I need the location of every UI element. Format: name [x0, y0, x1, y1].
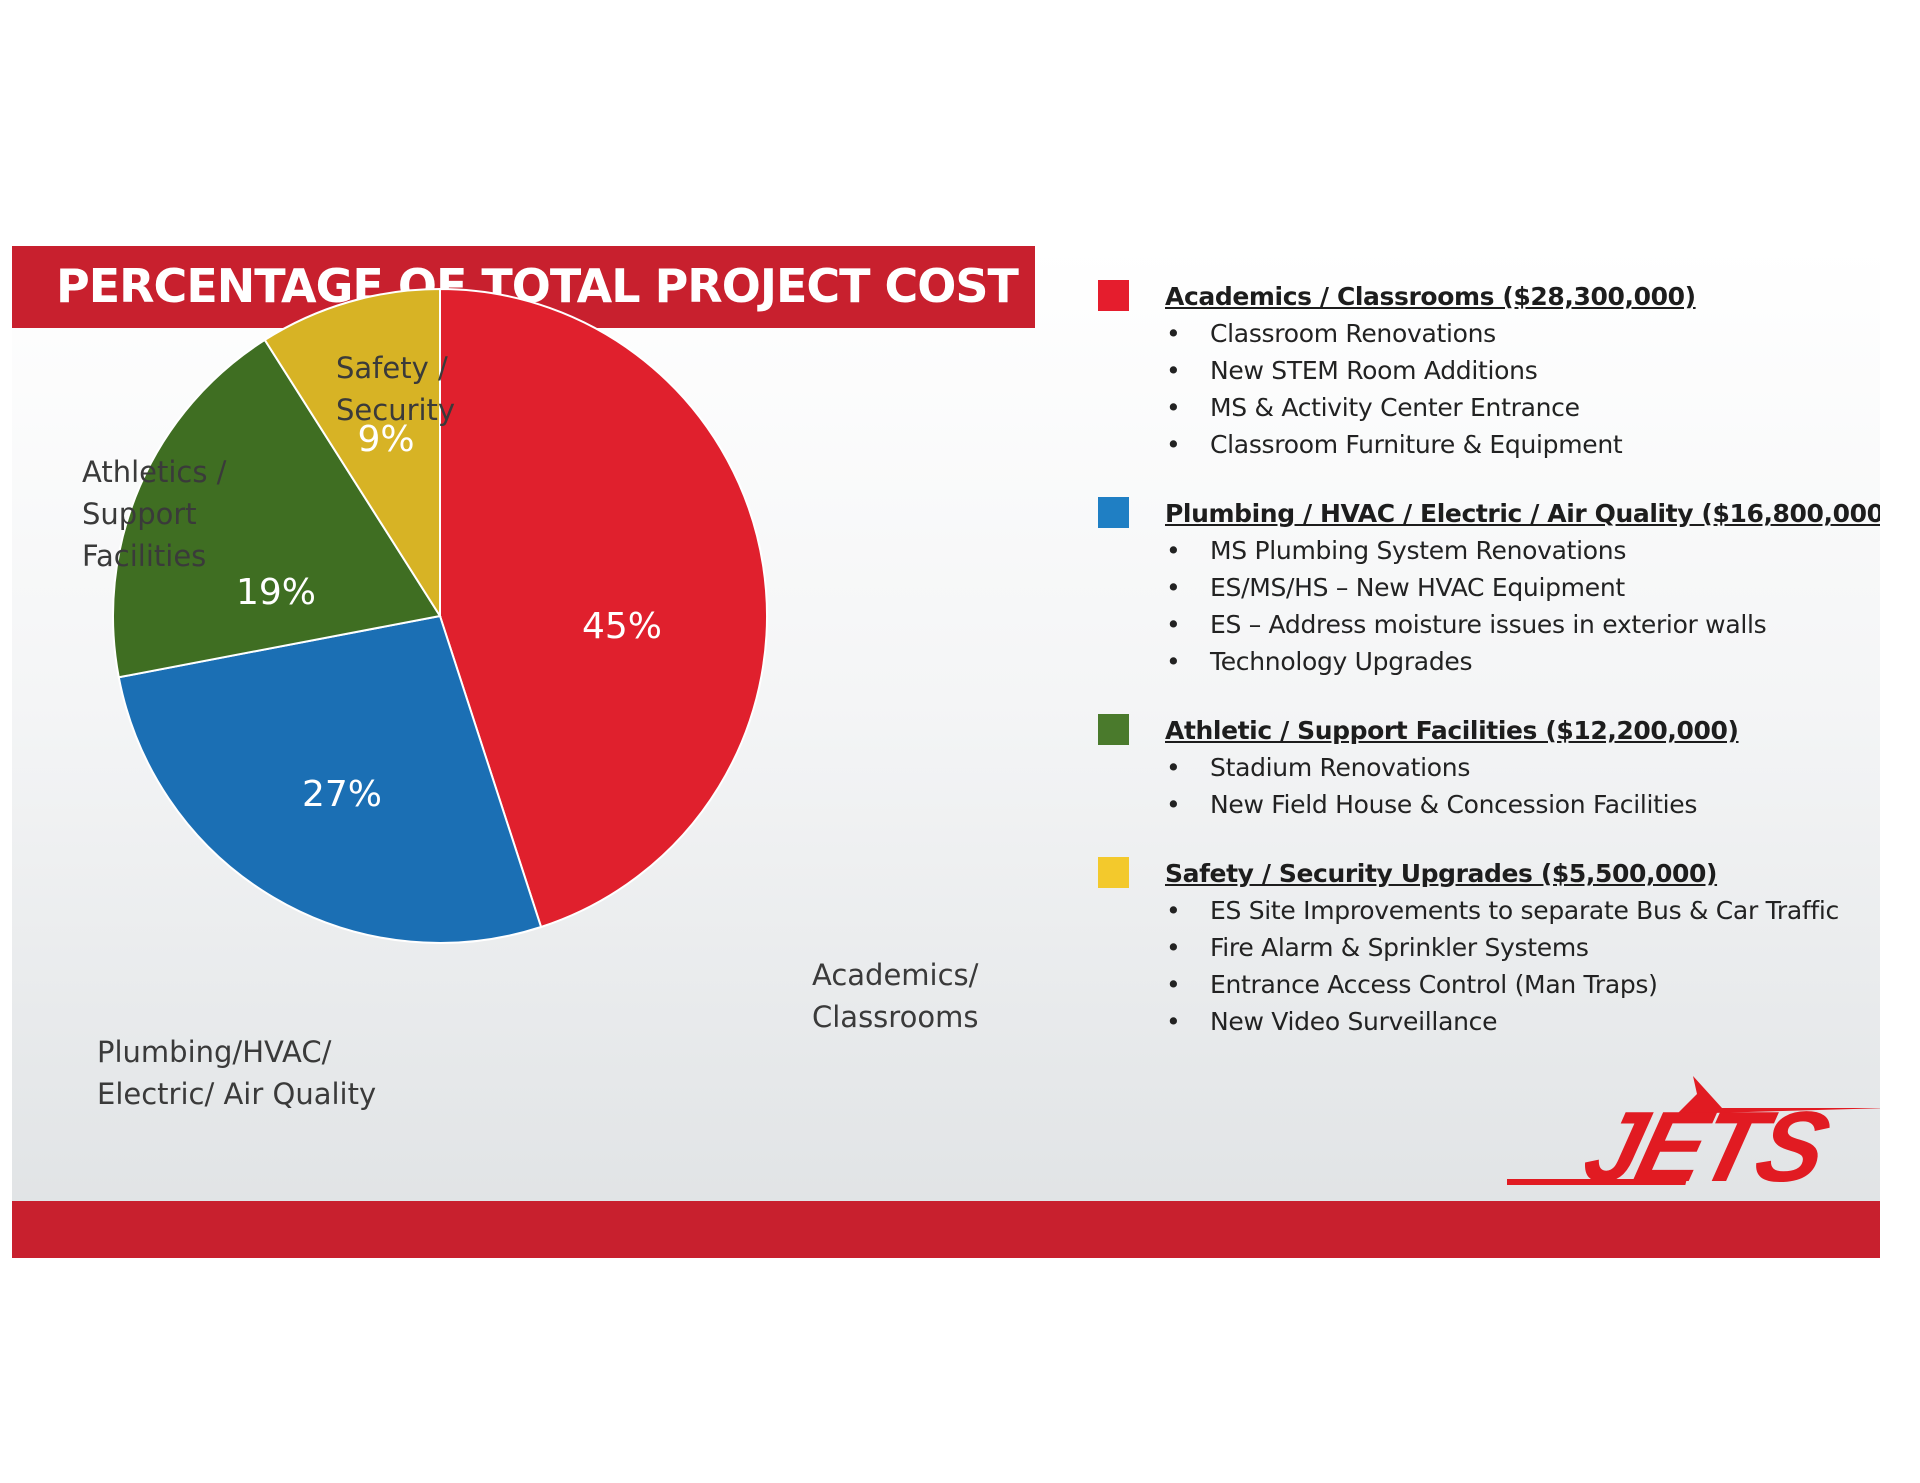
pie-chart: 45% Academics/Classrooms 27% Plumbing/HVAC/… [82, 287, 979, 1111]
legend-item: MS Plumbing System Renovations [1166, 532, 1875, 569]
slice-value-label-safety: 9% [357, 419, 414, 460]
logo-swoosh [1677, 1076, 1880, 1114]
legend-heading-academics: Academics / Classrooms ($28,300,000) [1165, 282, 1696, 311]
legend-list-plumbing: MS Plumbing System Renovations ES/MS/HS … [1085, 532, 1875, 680]
legend-item: ES/MS/HS – New HVAC Equipment [1166, 569, 1875, 606]
legend-item: Entrance Access Control (Man Traps) [1166, 966, 1875, 1003]
footer-banner [12, 1201, 1880, 1258]
pie-slice-athletics [112, 338, 442, 679]
category-label-athletics: Athletics / Support Facilities [82, 455, 227, 573]
slice-value-label-academics: 45% [582, 606, 662, 647]
pie-slice-safety [263, 287, 441, 620]
legend-item: Stadium Renovations [1166, 749, 1875, 786]
pie-slice-academics [439, 287, 768, 929]
legend-swatch-safety [1098, 857, 1129, 888]
category-label-academics: Academics/Classrooms [812, 958, 979, 1034]
category-label-plumbing: Plumbing/HVAC/Electric/ Air Quality [97, 1035, 376, 1111]
legend-group-plumbing: Plumbing / HVAC / Electric / Air Quality… [1085, 495, 1880, 680]
legend: Academics / Classrooms ($28,300,000) Cla… [1085, 278, 1880, 1040]
legend-item: ES Site Improvements to separate Bus & C… [1166, 892, 1875, 929]
category-label-safety: Safety / Security [336, 351, 455, 427]
legend-heading-athletics: Athletic / Support Facilities ($12,200,0… [1165, 716, 1739, 745]
legend-group-academics: Academics / Classrooms ($28,300,000) Cla… [1085, 278, 1875, 463]
legend-list-academics: Classroom Renovations New STEM Room Addi… [1085, 315, 1875, 463]
legend-item: Technology Upgrades [1166, 643, 1875, 680]
legend-item: Fire Alarm & Sprinkler Systems [1166, 929, 1875, 966]
legend-list-safety: ES Site Improvements to separate Bus & C… [1085, 892, 1875, 1040]
legend-group-safety: Safety / Security Upgrades ($5,500,000) … [1085, 855, 1875, 1040]
legend-swatch-academics [1098, 280, 1129, 311]
pie-slice-plumbing [117, 614, 543, 944]
legend-heading-safety: Safety / Security Upgrades ($5,500,000) [1165, 859, 1718, 888]
legend-list-athletics: Stadium Renovations New Field House & Co… [1085, 749, 1875, 823]
slice-value-label-plumbing: 27% [302, 774, 382, 815]
legend-item: MS & Activity Center Entrance [1166, 389, 1875, 426]
logo-underline [1507, 1179, 1687, 1185]
legend-item: Classroom Furniture & Equipment [1166, 426, 1875, 463]
slice-value-label-athletics: 19% [236, 572, 316, 613]
legend-item: New STEM Room Additions [1166, 352, 1875, 389]
legend-item: ES – Address moisture issues in exterior… [1166, 606, 1875, 643]
logo-wordmark: JETS [1574, 1090, 1839, 1196]
legend-heading-plumbing: Plumbing / HVAC / Electric / Air Quality… [1165, 499, 1880, 528]
legend-item: Classroom Renovations [1166, 315, 1875, 352]
legend-item: New Field House & Concession Facilities [1166, 786, 1875, 823]
legend-item: New Video Surveillance [1166, 1003, 1875, 1040]
legend-swatch-plumbing [1098, 497, 1129, 528]
legend-group-athletics: Athletic / Support Facilities ($12,200,0… [1085, 712, 1875, 823]
jets-logo: JETS [1507, 1076, 1880, 1196]
legend-swatch-athletics [1098, 714, 1129, 745]
slide: PERCENTAGE OF TOTAL PROJECT COST 45% Acad… [12, 246, 1880, 1258]
title-banner: PERCENTAGE OF TOTAL PROJECT COST [12, 246, 1035, 328]
